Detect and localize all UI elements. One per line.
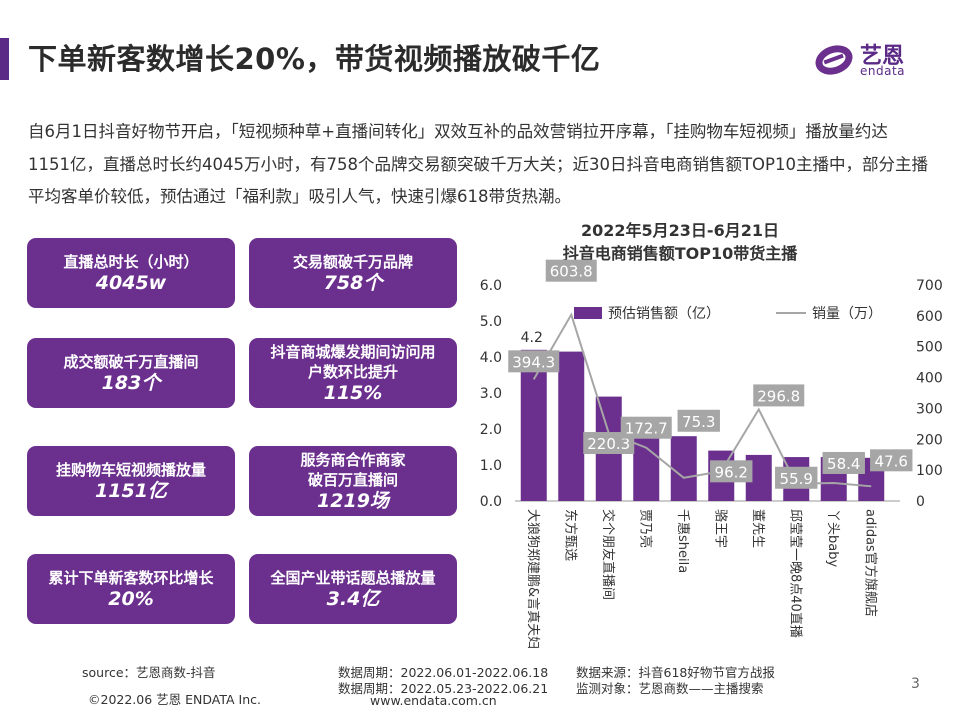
stat-card: 服务商合作商家 破百万直播间 1219场 (249, 446, 457, 516)
line-data-label: 47.6 (875, 452, 908, 470)
y-right-tick-label: 0 (916, 494, 925, 510)
footer-url[interactable]: www.endata.com.cn (370, 693, 497, 708)
y-left-tick-label: 4.0 (480, 350, 502, 366)
line-data-label-box (775, 466, 818, 489)
line-data-label-box (710, 460, 753, 483)
y-left-tick-label: 2.0 (480, 422, 502, 438)
x-category-label: 交个朋友直播间 (600, 509, 616, 600)
stat-value: 115% (323, 381, 383, 404)
stat-value: 758个 (323, 271, 383, 294)
footer-period-2: 数据周期：2022.05.23-2022.06.21 (338, 681, 549, 696)
y-right-tick-label: 300 (916, 401, 943, 417)
stat-card: 累计下单新客数环比增长 20% (27, 554, 235, 624)
y-right-tick-label: 700 (916, 278, 943, 294)
y-left-tick-label: 5.0 (480, 314, 502, 330)
legend-line-label: 销量（万） (812, 306, 882, 322)
y-right-tick-label: 500 (916, 340, 943, 356)
line-data-label: 75.3 (682, 413, 715, 431)
line-data-label: 96.2 (715, 463, 748, 481)
line-data-label-box (822, 451, 865, 474)
line-data-label: 172.7 (625, 420, 668, 438)
stat-value: 4045w (95, 271, 167, 294)
footer-data-source: 数据来源：抖音618好物节官方战报 (576, 665, 775, 680)
line-data-label-box (508, 350, 560, 373)
chart-title: 2022年5月23日-6月21日 (581, 221, 779, 240)
endata-logo-icon (815, 45, 853, 75)
x-category-label: 丫头baby (825, 509, 840, 567)
bar (670, 436, 697, 501)
footer-copyright: ©2022.06 艺恩 ENDATA Inc. (88, 692, 262, 707)
stat-label: 成交额破千万直播间 (63, 352, 199, 371)
line-data-label: 220.3 (587, 435, 630, 453)
chart-legend: 预估销售额（亿） 销量（万） (574, 306, 882, 322)
y-left-tick-label: 0.0 (480, 494, 502, 510)
stat-value: 3.4亿 (326, 587, 380, 610)
y-left-tick-label: 1.0 (480, 458, 502, 474)
bar (633, 436, 660, 501)
chart-subtitle: 抖音电商销售额TOP10带货主播 (563, 244, 799, 263)
line-data-label-box (870, 449, 913, 472)
x-category-label: adidas官方旗舰店 (862, 509, 878, 617)
logo-sub: endata (860, 64, 906, 78)
bar-data-label: 4.2 (521, 330, 543, 346)
line-data-label-box (753, 384, 805, 407)
stat-label: 抖音商城爆发期间访问用 户数环比提升 (270, 342, 436, 381)
legend-bar-label: 预估销售额（亿） (608, 306, 720, 322)
intro-paragraph: 自6月1日抖音好物节开启，「短视频种草+直播间转化」双效互补的品效营销拉开序幕，… (28, 122, 928, 206)
stat-label: 挂购物车短视频播放量 (55, 460, 206, 479)
x-category-label: 邱莹莹一晚8点40直播 (787, 509, 802, 638)
stat-label: 服务商合作商家 破百万直播间 (300, 450, 406, 489)
line-data-label: 55.9 (780, 470, 813, 488)
legend-bar-swatch (574, 307, 602, 319)
logo-name: 艺恩 (860, 44, 905, 69)
page-number: 3 (911, 676, 920, 692)
stat-value: 20% (108, 587, 154, 610)
line-data-label: 394.3 (512, 353, 555, 371)
x-category-label: 骆王宇 (712, 509, 728, 548)
sales-chart: 2022年5月23日-6月21日 抖音电商销售额TOP10带货主播 预估销售额（… (480, 221, 943, 649)
stat-card: 交易额破千万品牌 758个 (249, 238, 457, 308)
stat-label: 交易额破千万品牌 (292, 252, 413, 271)
stat-card: 直播总时长（小时） 4045w (27, 238, 235, 308)
stat-card: 成交额破千万直播间 183个 (27, 338, 235, 408)
stat-value: 1219场 (317, 489, 389, 512)
stat-card: 全国产业带话题总播放量 3.4亿 (249, 554, 457, 624)
x-category-label: 大狼狗郑建鹏&言真夫妇 (525, 509, 541, 649)
line-series (532, 312, 872, 488)
x-category-label: 贾乃亮 (637, 509, 653, 548)
footer-period-1: 数据周期：2022.06.01-2022.06.18 (338, 665, 549, 680)
line-data-label: 603.8 (550, 263, 593, 281)
line-data-label-box (620, 416, 672, 439)
footer-monitor-target: 监测对象：艺恩商数——主播搜索 (576, 681, 764, 696)
x-category-label: 千惠sheila (675, 509, 690, 573)
x-category-label: 董先生 (750, 509, 765, 548)
stat-value: 183个 (101, 371, 161, 394)
y-right-tick-label: 100 (916, 463, 943, 479)
y-left-tick-label: 3.0 (480, 386, 502, 402)
endata-logo: 艺恩 endata (812, 36, 932, 82)
bar (558, 351, 585, 501)
y-right-tick-label: 600 (916, 309, 943, 325)
bar (520, 349, 547, 501)
stat-card: 抖音商城爆发期间访问用 户数环比提升 115% (249, 338, 457, 408)
title-accent-bar (0, 38, 9, 80)
y-right-tick-label: 400 (916, 371, 943, 387)
footer-source: source：艺恩商数-抖音 (82, 665, 216, 680)
stat-label: 直播总时长（小时） (63, 252, 199, 271)
y-right-tick-label: 200 (916, 432, 943, 448)
stat-label: 累计下单新客数环比增长 (48, 568, 214, 587)
stat-card: 挂购物车短视频播放量 1151亿 (27, 446, 235, 516)
line-data-label-box (545, 259, 597, 282)
stat-label: 全国产业带话题总播放量 (270, 568, 436, 587)
line-data-label: 296.8 (757, 387, 800, 405)
page-title: 下单新客数增长20%，带货视频播放破千亿 (28, 42, 601, 76)
line-data-label: 58.4 (827, 455, 860, 473)
line-data-label-box (677, 409, 720, 432)
y-left-tick-label: 6.0 (480, 278, 502, 294)
x-category-label: 东方甄选 (562, 509, 578, 561)
stat-value: 1151亿 (95, 479, 167, 502)
